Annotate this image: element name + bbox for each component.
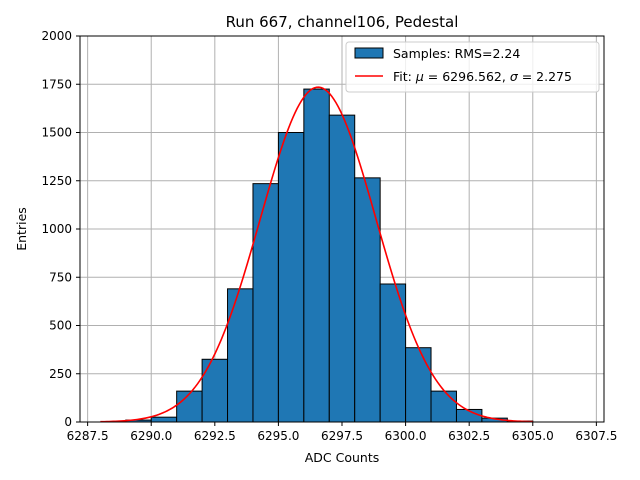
histogram-bar — [176, 390, 203, 423]
histogram-bar — [303, 88, 330, 423]
x-tick-label: 6290.0 — [130, 429, 172, 443]
histogram-bars — [125, 88, 534, 423]
x-tick-label: 6287.5 — [67, 429, 109, 443]
x-tick-label: 6295.0 — [257, 429, 299, 443]
y-tick-label: 500 — [49, 319, 72, 333]
legend: Samples: RMS=2.24 Fit: μ = 6296.562, σ =… — [345, 41, 600, 93]
histogram-bar — [227, 288, 254, 423]
histogram-bar — [328, 114, 356, 423]
fit-curve — [100, 86, 533, 423]
y-tick-label: 250 — [49, 367, 72, 381]
legend-fit-label: Fit: μ = 6296.562, σ = 2.275 — [393, 69, 572, 84]
x-tick-label: 6307.5 — [575, 429, 617, 443]
legend-samples-swatch — [354, 47, 384, 59]
legend-samples-label: Samples: RMS=2.24 — [393, 46, 520, 61]
histogram-bar — [252, 183, 279, 423]
y-tick-label: 1500 — [41, 126, 72, 140]
y-tick-label: 2000 — [41, 29, 72, 43]
y-tick-label: 1000 — [41, 222, 72, 236]
histogram-bar — [405, 347, 432, 423]
x-tick-label: 6302.5 — [448, 429, 490, 443]
histogram-bar — [354, 177, 381, 423]
x-tick-label: 6300.0 — [385, 429, 427, 443]
y-tick-label: 0 — [64, 415, 72, 429]
histogram-bar — [430, 390, 457, 423]
y-axis-ticks: 0 250 500 750 1000 1250 1500 1750 2000 — [41, 29, 80, 429]
y-axis-label: Entries — [14, 207, 29, 251]
y-tick-label: 750 — [49, 270, 72, 284]
x-axis-ticks: 6287.5 6290.0 6292.5 6295.0 6297.5 6300.0 6302… — [67, 422, 617, 443]
x-tick-label: 6292.5 — [194, 429, 236, 443]
legend-box — [345, 41, 600, 93]
x-tick-label: 6305.0 — [512, 429, 554, 443]
chart-title: Run 667, channel106, Pedestal — [226, 13, 459, 31]
y-tick-label: 1750 — [41, 77, 72, 91]
histogram-bar — [201, 358, 229, 423]
y-tick-label: 1250 — [41, 174, 72, 188]
x-tick-label: 6297.5 — [321, 429, 363, 443]
histogram-bar — [277, 132, 305, 423]
x-axis-label: ADC Counts — [305, 450, 380, 465]
histogram-bar — [150, 416, 178, 423]
